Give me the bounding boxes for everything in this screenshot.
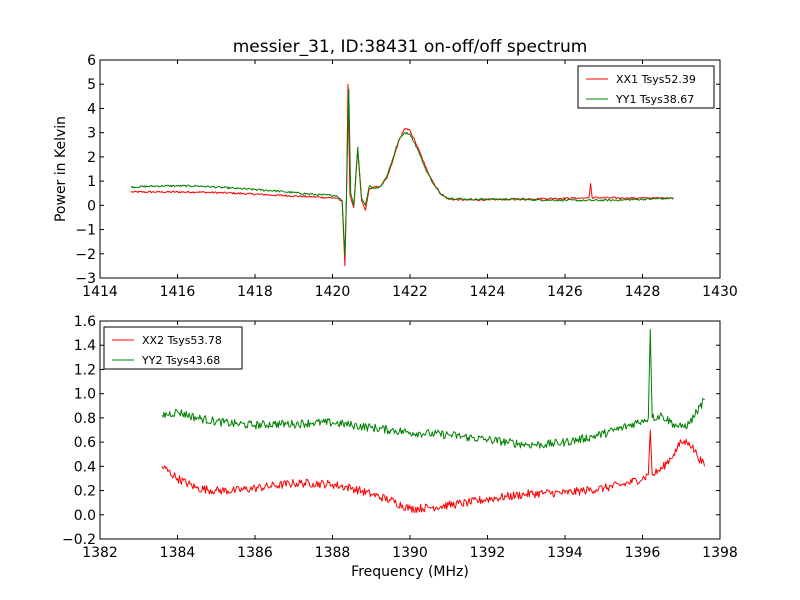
x-tick-label: 1414 (82, 284, 118, 300)
y-tick-label: 0.0 (74, 508, 96, 524)
y-tick-label: 5 (87, 77, 96, 93)
y-tick-label: 0.8 (74, 411, 96, 427)
x-tick-label: 1382 (82, 545, 118, 561)
bottom-chart-plot: 1382 1384 1386 1388 1390 1392 1394 1396 1398 −0.2… (62, 314, 738, 561)
legend-label-1: XX1 Tsys52.39 (616, 73, 696, 86)
y-tick-label: 1.2 (74, 362, 96, 378)
y-tick-label: −1 (75, 223, 96, 239)
bottom-chart-x-axis-label: Frequency (MHz) (351, 564, 469, 580)
legend-label-2: YY1 Tsys38.67 (615, 93, 694, 106)
y-tick-label: −0.2 (62, 532, 96, 548)
legend-label-2: YY2 Tsys43.68 (141, 354, 220, 367)
y-tick-label: 1 (87, 174, 96, 190)
series-line-1 (161, 429, 705, 514)
legend-box (577, 65, 715, 109)
y-tick-label: 1.4 (74, 338, 96, 354)
x-tick-label: 1396 (625, 545, 661, 561)
x-tick-label: 1418 (237, 284, 273, 300)
series-line-1 (130, 83, 674, 267)
x-tick-label: 1422 (392, 284, 428, 300)
y-tick-label: 2 (87, 150, 96, 166)
legend-box (103, 326, 243, 370)
top-chart-plot: 1414 1416 1418 1420 1422 1424 1426 1428 1430−3−2… (75, 53, 737, 300)
x-tick-label: 1426 (547, 284, 583, 300)
x-tick-label: 1394 (547, 545, 583, 561)
x-tick-label: 1390 (392, 545, 428, 561)
x-tick-label: 1386 (237, 545, 273, 561)
series-line-2 (161, 328, 705, 449)
x-tick-label: 1430 (702, 284, 738, 300)
x-tick-label: 1392 (470, 545, 506, 561)
y-tick-label: −3 (75, 271, 96, 287)
x-tick-label: 1416 (160, 284, 196, 300)
legend-label-1: XX2 Tsys53.78 (142, 334, 222, 347)
y-tick-label: 1.0 (74, 387, 96, 403)
top-chart-title: messier_31, ID:38431 on-off/off spectrum (233, 37, 588, 57)
y-tick-label: 6 (87, 53, 96, 69)
x-tick-label: 1384 (160, 545, 196, 561)
x-tick-label: 1420 (315, 284, 351, 300)
series-line-2 (130, 88, 674, 257)
x-tick-label: 1398 (702, 545, 738, 561)
y-tick-label: 1.6 (74, 314, 96, 330)
y-tick-label: 4 (87, 101, 96, 117)
x-tick-label: 1424 (470, 284, 506, 300)
y-tick-label: 0 (87, 198, 96, 214)
top-chart-y-axis-label: Power in Kelvin (53, 116, 69, 222)
y-tick-label: 0.6 (74, 435, 96, 451)
x-tick-label: 1428 (625, 284, 661, 300)
legend: XX2 Tsys53.78 YY2 Tsys43.68 (103, 326, 243, 370)
y-tick-label: −2 (75, 247, 96, 263)
legend: XX1 Tsys52.39 YY1 Tsys38.67 (577, 65, 715, 109)
y-tick-label: 0.4 (74, 459, 96, 475)
y-tick-label: 0.2 (74, 484, 96, 500)
y-tick-label: 3 (87, 126, 96, 142)
x-tick-label: 1388 (315, 545, 351, 561)
